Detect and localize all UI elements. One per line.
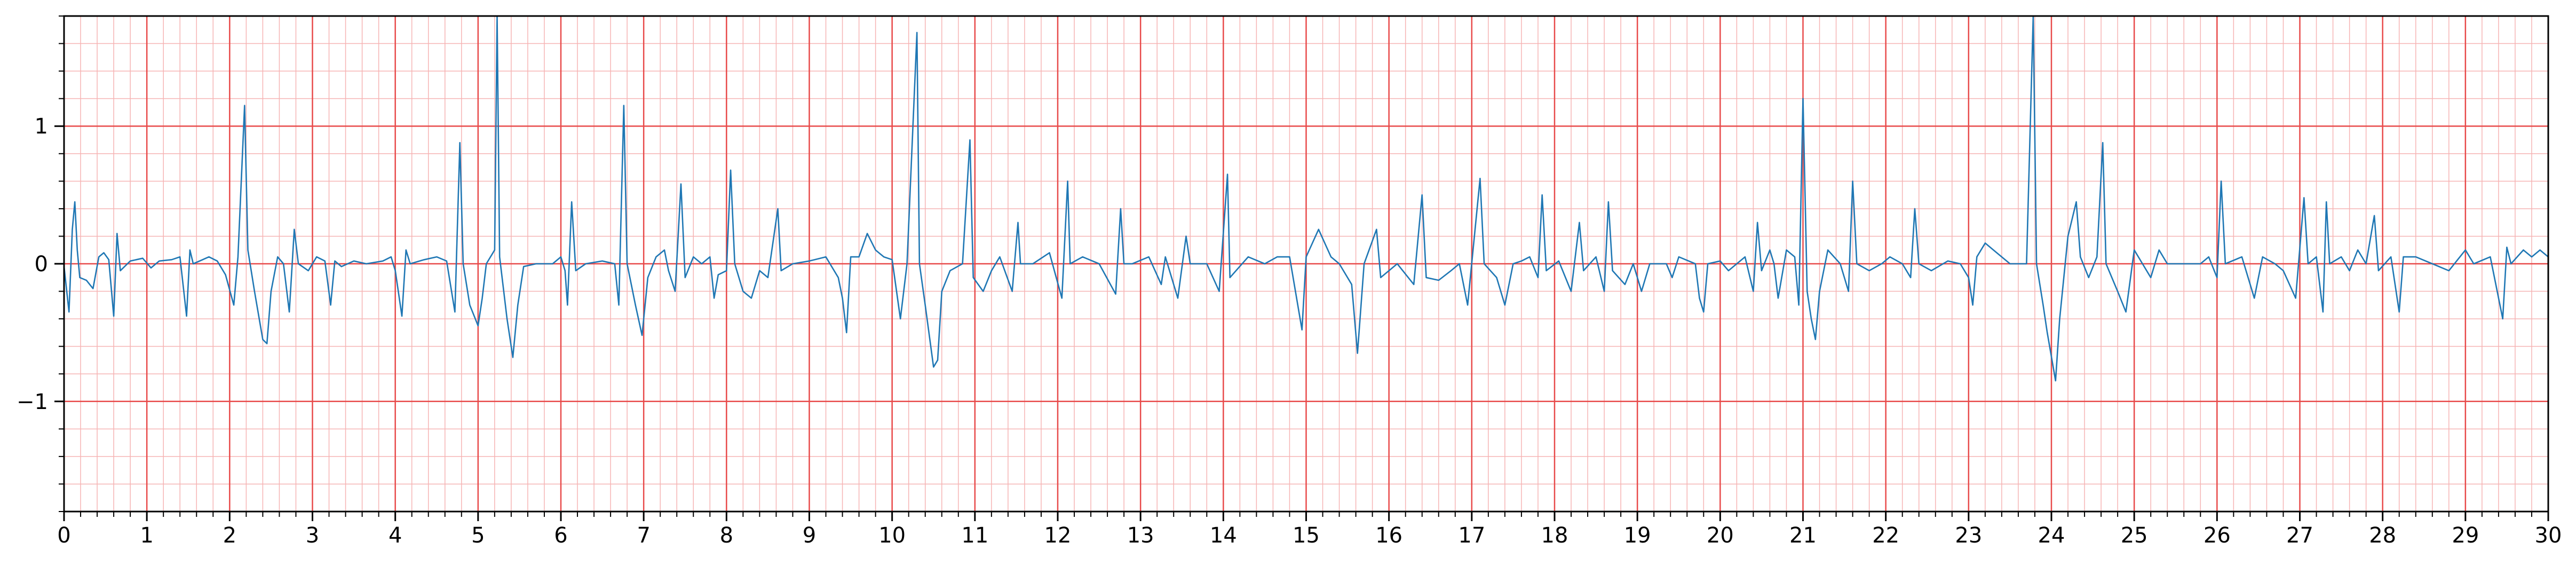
ecg-trace-line [63, 15, 2549, 382]
x-tick-label: 0 [57, 523, 70, 548]
x-tick-label: 16 [1375, 523, 1402, 548]
x-tick-label: 1 [140, 523, 153, 548]
x-tick-label: 23 [1955, 523, 1982, 548]
x-tick-label: 15 [1293, 523, 1320, 548]
x-tick-label: 25 [2121, 523, 2148, 548]
y-tick-label: 1 [35, 114, 48, 139]
x-tick-label: 27 [2286, 523, 2313, 548]
x-tick-label: 8 [720, 523, 733, 548]
x-axis: 0 1 2 3 4 5 6 7 8 9 10 11 12 13 14 15 16 17 18 19 20 21 22 23 24… [57, 512, 2562, 548]
x-tick-label: 18 [1541, 523, 1568, 548]
x-tick-label: 14 [1210, 523, 1237, 548]
x-tick-label: 10 [878, 523, 906, 548]
y-tick-label: 0 [35, 252, 48, 277]
x-tick-label: 21 [1789, 523, 1817, 548]
x-tick-label: 13 [1127, 523, 1154, 548]
x-tick-label: 12 [1044, 523, 1072, 548]
x-tick-label: 2 [223, 523, 236, 548]
y-tick-label: −1 [17, 390, 48, 414]
x-tick-label: 11 [961, 523, 988, 548]
x-tick-label: 26 [2204, 523, 2231, 548]
x-tick-label: 30 [2535, 523, 2562, 548]
y-axis: −1 0 1 [17, 15, 64, 512]
x-tick-label: 6 [554, 523, 567, 548]
series-layer [63, 15, 2549, 382]
x-tick-label: 19 [1624, 523, 1651, 548]
x-tick-label: 24 [2038, 523, 2065, 548]
x-tick-label: 4 [389, 523, 402, 548]
x-tick-label: 20 [1707, 523, 1734, 548]
x-tick-label: 22 [1872, 523, 1899, 548]
x-tick-label: 3 [306, 523, 319, 548]
x-tick-label: 9 [803, 523, 816, 548]
x-tick-label: 28 [2369, 523, 2396, 548]
x-tick-label: 5 [471, 523, 485, 548]
x-tick-label: 17 [1458, 523, 1485, 548]
x-tick-label: 7 [637, 523, 650, 548]
x-tick-label: 29 [2452, 523, 2479, 548]
